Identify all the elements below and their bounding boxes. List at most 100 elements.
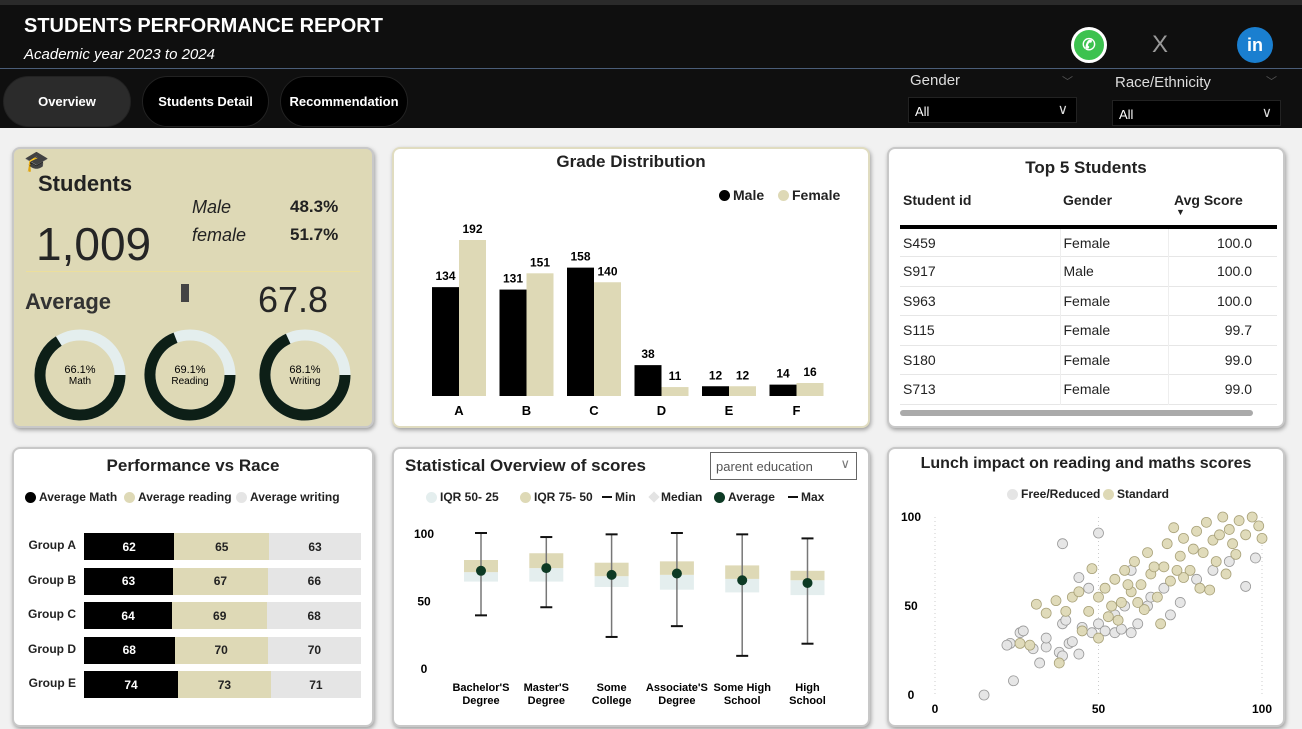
legend-label: Max [801,490,825,504]
bar-female [459,240,486,396]
legend-writing[interactable]: Average writing [236,490,340,504]
table-row[interactable]: S459 Female 100.0 [900,227,1277,257]
bar-segment-writing[interactable]: 66 [267,567,361,595]
legend-item[interactable]: Average [714,490,775,504]
gender-select[interactable]: All ∨ [908,97,1077,123]
legend-male[interactable]: Male [719,187,764,203]
legend-label: Average reading [138,490,232,504]
data-label: 12 [736,368,750,382]
point-free-reduced [1073,648,1085,660]
cell-avg-score: 100.0 [1216,292,1252,309]
point-standard [1142,547,1153,558]
whatsapp-icon[interactable]: ✆ [1071,27,1107,63]
sort-desc-icon: ▼ [1176,207,1185,217]
col-avg-score[interactable]: Avg Score ▼ [1168,187,1277,227]
chevron-down-icon: ∨ [1261,104,1272,120]
legend-item[interactable]: Min [602,490,636,504]
point-standard [1217,511,1229,523]
bar-male [432,287,459,396]
tab-students-detail[interactable]: Students Detail [142,76,269,127]
bar-segment-math[interactable]: 68 [84,636,175,664]
average-label: Average [25,289,112,314]
point-standard [1093,591,1104,603]
bar-segment-math[interactable]: 62 [84,533,175,560]
y-tick-label: 50 [417,595,431,609]
bar-segment-reading[interactable]: 73 [178,671,271,698]
point-free-reduced [1207,565,1219,576]
bar-segment-writing[interactable]: 70 [267,636,361,664]
legend-item[interactable]: IQR 50- 25 [426,490,499,504]
table-row[interactable]: S963 Female 100.0 [900,286,1277,316]
tab-overview[interactable]: Overview [3,76,131,127]
table-row[interactable]: S713 Female 99.0 [900,374,1277,404]
bar-segment-math[interactable]: 63 [84,567,174,595]
x-icon[interactable]: X [1151,31,1168,58]
bar-segment-reading[interactable]: 70 [174,636,268,664]
divider [26,271,360,272]
point-standard [1151,591,1163,603]
grade-bar-chart: 134 192 A 131 151 B 158 140 C 38 11 D 12 12 E 14 16 F [432,222,824,418]
bar-male [702,386,729,396]
bar-segment-math[interactable]: 74 [84,671,179,698]
bar-segment-writing[interactable]: 71 [270,671,361,698]
legend-item[interactable]: IQR 75- 50 [520,490,593,504]
bar-segment-reading[interactable]: 69 [172,602,268,629]
point-standard [1178,532,1189,544]
point-free-reduced [1008,675,1019,687]
point-standard [1253,520,1265,532]
point-free-reduced [1125,627,1137,639]
legend-math[interactable]: Average Math [25,490,117,504]
bar-segment-reading[interactable]: 67 [173,567,268,595]
cell-student-id: S180 [900,345,1061,375]
bar-male [769,384,797,396]
performance-vs-race-card: Performance vs Race Average Math Average… [12,447,374,727]
legend-standard[interactable]: Standard [1103,487,1169,501]
bar-female [594,282,621,396]
table-row[interactable]: S115 Female 99.7 [900,315,1277,345]
point-standard [1053,657,1065,669]
x-tick-label: High [795,682,820,694]
chart-title: Lunch impact on reading and maths scores [920,455,1252,472]
point-standard [1214,529,1225,541]
bar-segment-writing[interactable]: 63 [269,533,361,560]
male-pct: 48.3% [290,197,339,216]
point-standard [1204,584,1216,596]
report-subtitle: Academic year 2023 to 2024 [24,46,215,63]
col-student-id[interactable]: Student id [903,192,972,208]
chevron-down-icon[interactable]: ﹀ [1266,75,1277,88]
point-standard [1161,538,1173,550]
point-free-reduced [1250,552,1261,564]
point-free-reduced [1073,572,1085,583]
point-standard [1106,600,1117,612]
col-gender[interactable]: Gender [1063,192,1113,208]
lunch-impact-card: Lunch impact on reading and maths scores… [887,447,1285,727]
point-free-reduced [1034,657,1046,669]
tab-recommendation[interactable]: Recommendation [280,76,408,127]
point-standard [1138,604,1150,615]
bar-segment-reading[interactable]: 65 [174,533,270,560]
chevron-down-icon[interactable]: ﹀ [1062,75,1073,88]
race-select[interactable]: All ∨ [1112,100,1281,126]
point-standard [1060,605,1072,617]
table-row[interactable]: S917 Male 100.0 [900,256,1277,286]
category-label: Group C [28,607,76,621]
legend-female[interactable]: Female [778,187,840,203]
linkedin-icon[interactable]: in [1237,27,1273,63]
legend-reading[interactable]: Average reading [124,490,232,504]
x-tick-label: Some High [713,682,771,694]
legend-free-reduced[interactable]: Free/Reduced [1007,487,1100,501]
table-row[interactable]: S180 Female 99.0 [900,345,1277,375]
data-label: 12 [709,368,723,382]
scatter-chart: 100 50 0 0 50 100 [901,510,1272,716]
point-free-reduced [1040,632,1052,644]
bar-segment-math[interactable]: 64 [84,602,173,629]
legend-item[interactable]: Median [648,490,702,504]
point-standard [1148,561,1160,573]
grouping-dropdown[interactable]: parent education ∨ [710,452,857,480]
y-tick-label: 100 [414,527,434,541]
point-standard [1171,565,1183,576]
legend-item[interactable]: Max [788,490,824,504]
bar-male [634,365,662,396]
horizontal-scrollbar[interactable] [900,410,1253,416]
bar-segment-writing[interactable]: 68 [267,602,361,629]
